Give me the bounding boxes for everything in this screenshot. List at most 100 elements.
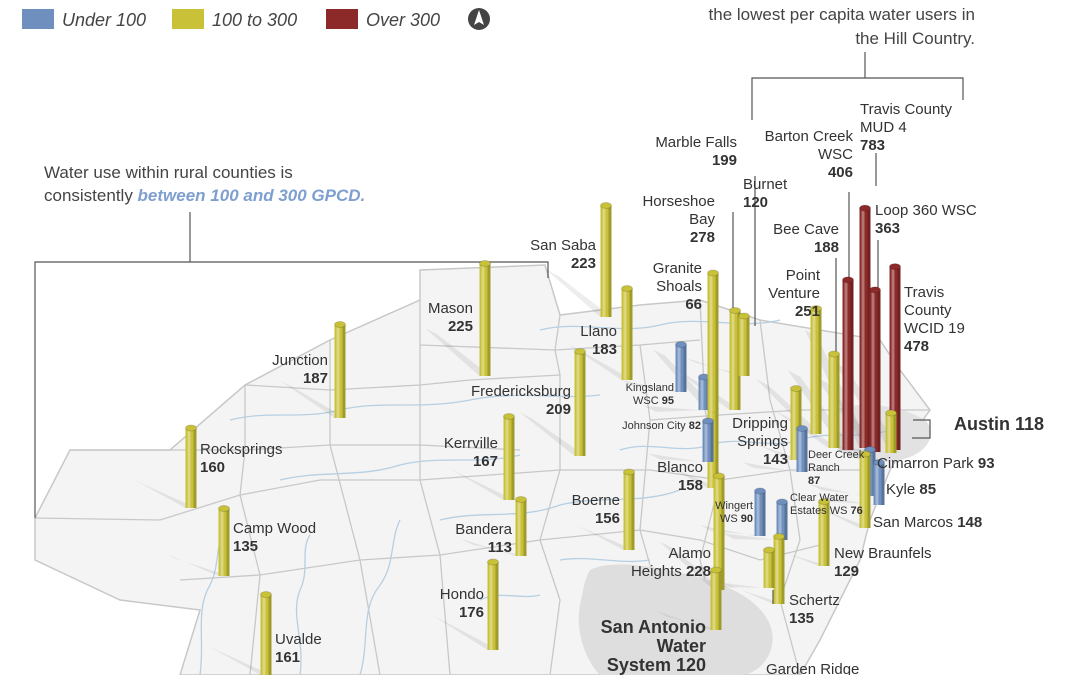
label-value: 183 [592,341,617,358]
bar-highlight [336,324,340,418]
label-name: Johnson City [622,420,689,432]
bar-edge [897,266,901,450]
label-value: 85 [919,481,936,498]
label-name-line: Bee Cave [773,221,839,238]
bar-edge [226,508,230,576]
label-value: 82 [689,420,701,432]
bar-rocksprings [185,424,197,508]
legend-swatch [22,9,54,29]
label-value: 156 [595,510,620,527]
label-name-line: Bay [689,211,715,228]
bar-shadow-wingert-ws [700,525,766,536]
label-name-line: Dripping [732,415,788,432]
label-name-line: Uvalde [275,631,322,648]
label-value: 93 [978,455,995,472]
label-value: 228 [686,563,711,580]
bar-body [810,308,822,434]
bar-shadow-alamo-heights [659,541,725,590]
bar-body [487,562,499,650]
bar-cap [713,472,725,480]
bar-uvalde [260,591,272,675]
bar-cap [600,202,612,209]
label-austin: Austin 118 [954,414,1044,434]
bar-burnet [738,312,750,376]
label-value: 223 [571,255,596,272]
bar-shadow-cimarron-park [810,484,876,496]
bar-llano [621,285,633,380]
bar-edge [629,288,633,380]
bar-alamo-heights [713,472,725,590]
bar-shadow-junction [280,380,346,418]
bar-shadow-point-venture [756,378,822,434]
label-kyle: Kyle 85 [886,481,936,498]
label-name-line: Kyle 85 [886,481,936,498]
hill-country-note-line2: the Hill Country. [855,29,975,48]
bar-highlight [677,344,681,392]
label-name-line: Ranch [808,462,840,474]
county-line [239,385,261,676]
north-arrow-icon [468,8,490,30]
bar-edge [881,462,885,505]
bar-cap [889,263,901,271]
label-name-line: WSC [818,146,853,163]
county-line [539,349,561,676]
bar-cap [796,425,808,432]
bar-edge [762,491,766,536]
label-name-line: San Antonio [601,617,706,637]
label-value: 113 [488,539,512,556]
label-name-line: Schertz [789,592,840,609]
label-value: 406 [828,164,853,181]
label-name-line: WCID 19 [904,320,965,337]
bar-deer-creek-ranch [796,425,808,472]
bar-cap [790,385,802,392]
bar-loop-360-wsc [869,286,881,452]
label-name-line: Cimarron Park 93 [877,455,995,472]
label-name-line: Water [657,636,706,656]
bar-body [790,388,802,460]
bar-cap [754,487,766,495]
county-line [554,314,561,351]
label-name: San Marcos [873,514,957,531]
bar-shadow-johnson-city [648,453,714,462]
label-name-line: System 120 [607,655,706,675]
river [279,454,521,481]
bar-highlight [740,316,744,376]
county-line [34,469,561,521]
label-name-line: Alamo [668,545,711,562]
leader-line [912,419,931,439]
river [439,489,681,521]
bar-edge [721,476,725,590]
bar-edge [608,205,612,317]
label-name: Estates WS [790,505,851,517]
label-value: 66 [685,296,702,313]
bar-body [828,354,840,448]
bar-cap [675,341,687,348]
bar-edge [836,354,840,448]
label-name-line: Point [786,267,821,284]
bar-body [773,536,785,604]
label-name-line: Llano [580,323,617,340]
legend-item-over-300: Over 300 [326,9,440,30]
bar-edge [715,273,719,412]
label-name: Kyle [886,481,919,498]
bar-body [738,316,750,376]
bar-highlight [262,594,266,675]
bar-highlight [875,462,879,505]
bar-highlight [517,499,521,556]
bar-highlight [489,562,493,650]
